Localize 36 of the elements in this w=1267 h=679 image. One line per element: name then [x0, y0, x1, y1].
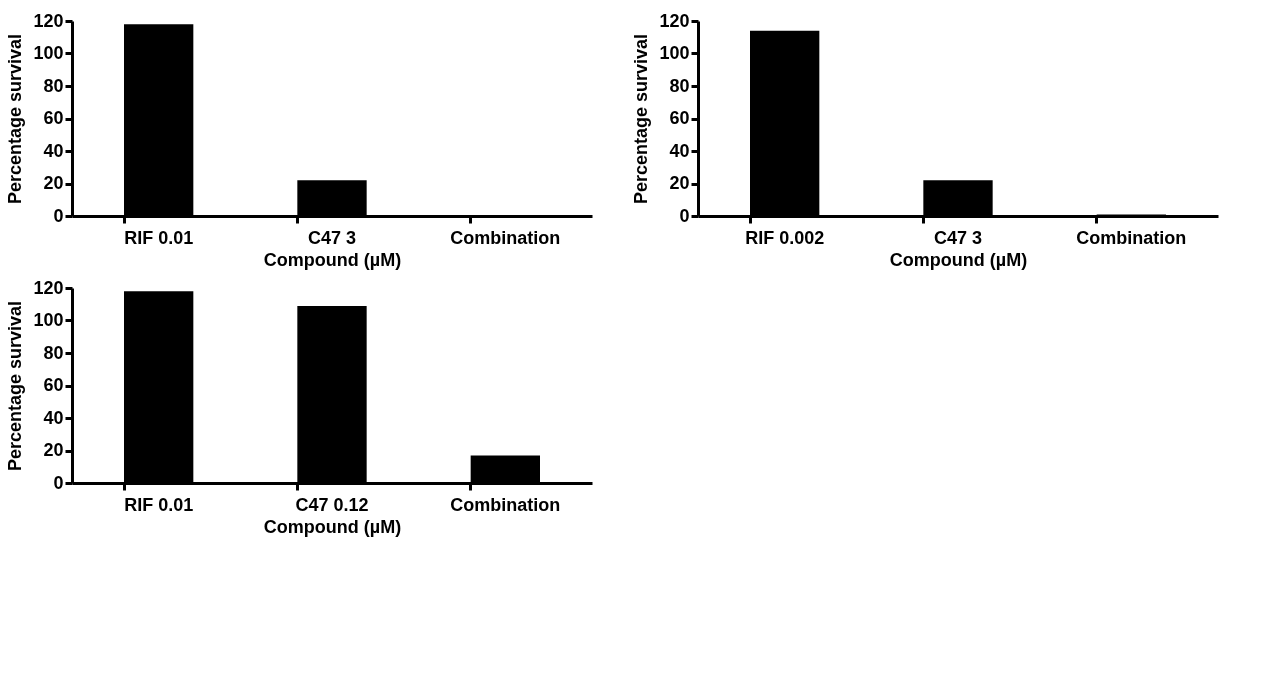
y-tick-label: 100 [33, 310, 64, 330]
x-tick-label: Combination [1076, 227, 1187, 248]
y-tick-label: 60 [669, 108, 690, 128]
x-axis-title: Compound (µM) [263, 249, 402, 270]
y-tick-label: 120 [33, 10, 64, 31]
y-tick-label: 0 [53, 205, 64, 226]
y-tick-label: 80 [669, 75, 690, 96]
y-tick-label: 100 [659, 43, 690, 63]
y-tick-label: 40 [43, 140, 64, 161]
y-tick-label: 120 [33, 277, 64, 298]
x-tick-label: C47 3 [933, 227, 983, 248]
x-tick-label: RIF 0.002 [745, 227, 825, 248]
y-tick-label: 0 [53, 472, 64, 493]
y-axis-title: Percentage survival [5, 33, 26, 205]
y-tick-label: 20 [669, 173, 690, 193]
x-axis-title: Compound (µM) [263, 516, 402, 537]
y-tick-label: 60 [43, 375, 64, 395]
y-tick-label: 40 [43, 407, 64, 428]
y-tick-label: 80 [43, 342, 64, 363]
x-tick-label: Combination [450, 227, 561, 248]
y-tick-label: 20 [43, 440, 64, 460]
x-axis-title: Compound (µM) [889, 249, 1028, 270]
y-tick-label: 20 [43, 173, 64, 193]
y-tick-label: 40 [669, 140, 690, 161]
y-tick-label: 100 [33, 43, 64, 63]
y-tick-label: 80 [43, 75, 64, 96]
x-tick-label: C47 3 [307, 227, 357, 248]
y-tick-label: 60 [43, 108, 64, 128]
y-axis-title: Percentage survival [5, 300, 26, 472]
x-tick-label: C47 0.12 [295, 494, 369, 515]
y-tick-label: 120 [659, 10, 690, 31]
y-tick-label: 0 [679, 205, 690, 226]
y-axis-title: Percentage survival [631, 33, 652, 205]
x-tick-label: RIF 0.01 [124, 227, 194, 248]
x-tick-label: RIF 0.01 [124, 494, 194, 515]
x-tick-label: Combination [450, 494, 561, 515]
